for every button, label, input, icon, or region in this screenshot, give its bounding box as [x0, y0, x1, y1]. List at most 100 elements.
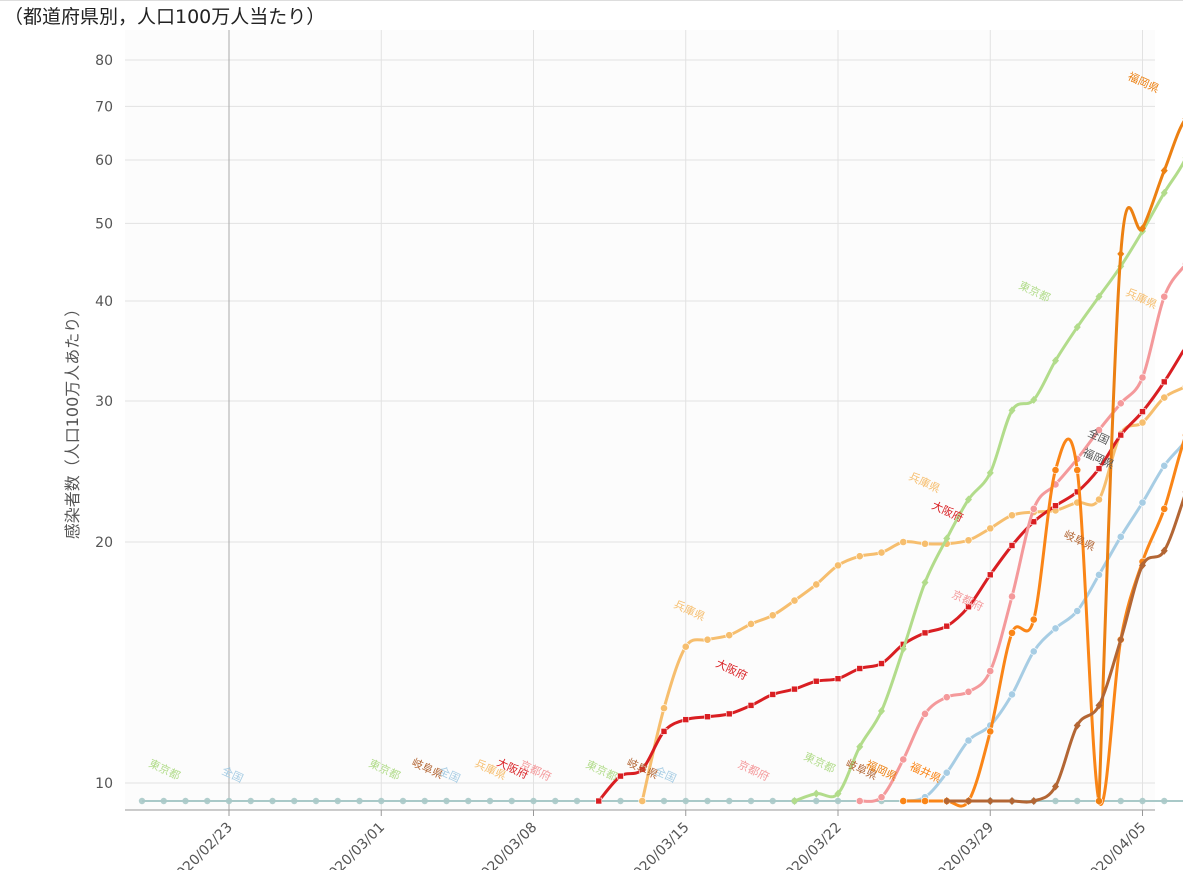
- series-point: [1095, 495, 1103, 504]
- series-point: [899, 797, 908, 805]
- series-point: [855, 552, 864, 561]
- series-point: [965, 797, 972, 805]
- series-point: [986, 524, 995, 533]
- series-point: [1030, 797, 1038, 805]
- series-point: [1139, 561, 1146, 570]
- series-point: [660, 704, 668, 713]
- series-point: [1052, 502, 1059, 510]
- series-point: [1095, 426, 1103, 434]
- series-point: [1052, 356, 1059, 365]
- y-tick-label: 70: [95, 99, 113, 115]
- series-point: [964, 687, 973, 696]
- top-border: [0, 0, 1183, 1]
- series-point: [921, 578, 929, 587]
- series-point: [638, 797, 647, 805]
- x-tick-label: 2020/02/23: [167, 820, 235, 870]
- series-point: [1138, 373, 1147, 382]
- series-point: [942, 693, 951, 702]
- series-point: [899, 645, 907, 654]
- series-point: [1116, 399, 1125, 408]
- series-point: [1095, 292, 1103, 301]
- y-tick-label: 30: [95, 394, 113, 410]
- series-point: [1008, 406, 1016, 415]
- series-point: [769, 691, 777, 698]
- series-point: [1073, 721, 1081, 730]
- series-point: [1160, 393, 1169, 402]
- series-point: [986, 571, 994, 579]
- series-point: [964, 536, 973, 545]
- series-point: [812, 789, 820, 798]
- series-point: [660, 728, 668, 735]
- series-point: [1139, 408, 1146, 415]
- series-point: [1073, 466, 1082, 474]
- series-point: [1008, 797, 1016, 805]
- series-point: [1138, 418, 1147, 427]
- series-point: [834, 675, 842, 682]
- series-point: [834, 561, 842, 570]
- series-point: [1117, 431, 1125, 439]
- series-point: [1073, 607, 1082, 615]
- series-point: [747, 620, 755, 628]
- plot-area: [125, 30, 1155, 810]
- series-point: [682, 716, 690, 723]
- y-tick-label: 20: [95, 535, 113, 551]
- series-point: [878, 660, 885, 667]
- series-point: [1029, 647, 1038, 656]
- series-point: [1116, 532, 1125, 541]
- y-axis-label: 感染者数（人口100万人あたり）: [63, 301, 82, 540]
- y-tick-label: 80: [95, 53, 113, 69]
- series-point: [703, 635, 712, 644]
- x-tick-label: 2020/03/08: [472, 820, 540, 870]
- series-point: [812, 580, 821, 589]
- series-point: [921, 797, 929, 805]
- series-point: [943, 534, 951, 543]
- series-point: [704, 713, 711, 721]
- chart-title: （都道府県別，人口100万人当たり）: [4, 6, 326, 28]
- series-point: [856, 742, 864, 751]
- series-point: [856, 665, 864, 672]
- series-point: [899, 755, 908, 764]
- x-tick-label: 2020/03/29: [929, 820, 997, 870]
- series-point: [1160, 546, 1168, 555]
- series-point: [1052, 782, 1059, 791]
- series-point: [1095, 465, 1103, 472]
- series-point: [986, 727, 995, 736]
- y-tick-label: 40: [95, 294, 113, 310]
- series-point: [725, 710, 733, 718]
- series-point: [964, 736, 973, 745]
- series-point: [943, 797, 951, 805]
- series-point: [1117, 249, 1125, 258]
- series-point: [1160, 292, 1169, 301]
- series-point: [1051, 624, 1060, 633]
- series-point: [1073, 323, 1081, 332]
- series-point: [1138, 498, 1147, 507]
- series-point: [877, 548, 886, 557]
- series-point: [790, 596, 799, 605]
- series-point: [834, 789, 842, 798]
- series-point: [595, 797, 603, 805]
- series-line: [1097, 120, 1183, 802]
- series-point: [1160, 378, 1168, 386]
- series-point: [1160, 461, 1169, 470]
- series-point: [1095, 797, 1103, 805]
- series-point: [921, 629, 929, 637]
- series-point: [1095, 570, 1103, 579]
- series-point: [747, 702, 755, 709]
- series-point: [791, 685, 798, 693]
- y-tick-label: 50: [95, 216, 113, 232]
- series-point: [1160, 166, 1168, 175]
- series-point: [681, 642, 690, 651]
- series-point: [986, 468, 994, 477]
- series-point: [1029, 615, 1038, 624]
- x-tick-label: 2020/03/22: [776, 820, 844, 870]
- series-point: [812, 677, 820, 685]
- series-point: [1008, 542, 1016, 549]
- series-point: [638, 766, 646, 773]
- series-point: [1008, 628, 1016, 637]
- series-point: [791, 797, 798, 805]
- series-point: [1029, 504, 1038, 513]
- x-tick-label: 2020/04/05: [1081, 820, 1149, 870]
- series-point: [1160, 188, 1168, 197]
- series-point: [965, 495, 972, 504]
